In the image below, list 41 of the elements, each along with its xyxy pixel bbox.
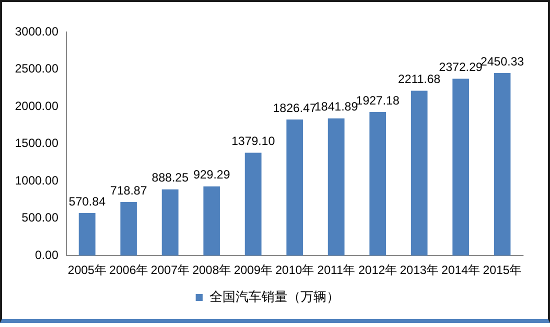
data-label: 2450.33 <box>480 54 524 68</box>
data-label: 570.84 <box>68 194 106 208</box>
data-label: 1927.18 <box>356 93 400 108</box>
y-tick-label: 500.00 <box>22 210 59 225</box>
y-tick-label: 1500.00 <box>14 136 59 150</box>
x-tick-label: 2015年 <box>482 263 522 278</box>
bar <box>410 90 428 256</box>
data-label: 2211.68 <box>398 72 441 86</box>
x-tick-label: 2008年 <box>192 263 232 278</box>
bar <box>286 119 303 256</box>
bar <box>203 186 220 256</box>
y-tick-label: 0.00 <box>35 248 59 262</box>
y-tick-label: 3000.00 <box>14 24 59 38</box>
x-tick-label: 2011年 <box>317 263 356 278</box>
data-label: 2372.29 <box>439 60 483 74</box>
bar <box>162 189 178 256</box>
bar <box>244 152 262 256</box>
x-tick-label: 2006年 <box>109 263 148 278</box>
data-label: 1841.89 <box>314 100 358 114</box>
data-label: 888.25 <box>152 170 189 185</box>
bar <box>120 202 137 256</box>
legend-label: 全国汽车销量（万辆） <box>209 289 340 304</box>
y-tick-label: 1000.00 <box>14 173 59 188</box>
x-tick-label: 2013年 <box>400 263 439 278</box>
bar <box>494 72 511 256</box>
x-tick-label: 2005年 <box>68 263 106 278</box>
x-tick-label: 2014年 <box>441 263 480 278</box>
y-tick-label: 2500.00 <box>14 62 59 76</box>
bar <box>328 118 344 256</box>
bar <box>369 112 386 256</box>
data-label: 1379.10 <box>231 134 276 148</box>
data-label: 718.87 <box>110 183 148 198</box>
bar <box>452 78 470 256</box>
bar <box>78 213 96 256</box>
x-tick-label: 2010年 <box>275 263 314 278</box>
data-label: 1826.47 <box>272 100 317 115</box>
data-label: 929.29 <box>193 168 230 182</box>
x-tick-label: 2009年 <box>234 263 273 278</box>
x-tick-label: 2007年 <box>150 263 190 278</box>
x-tick-label: 2012年 <box>358 263 398 278</box>
y-tick-label: 2000.00 <box>14 98 59 113</box>
